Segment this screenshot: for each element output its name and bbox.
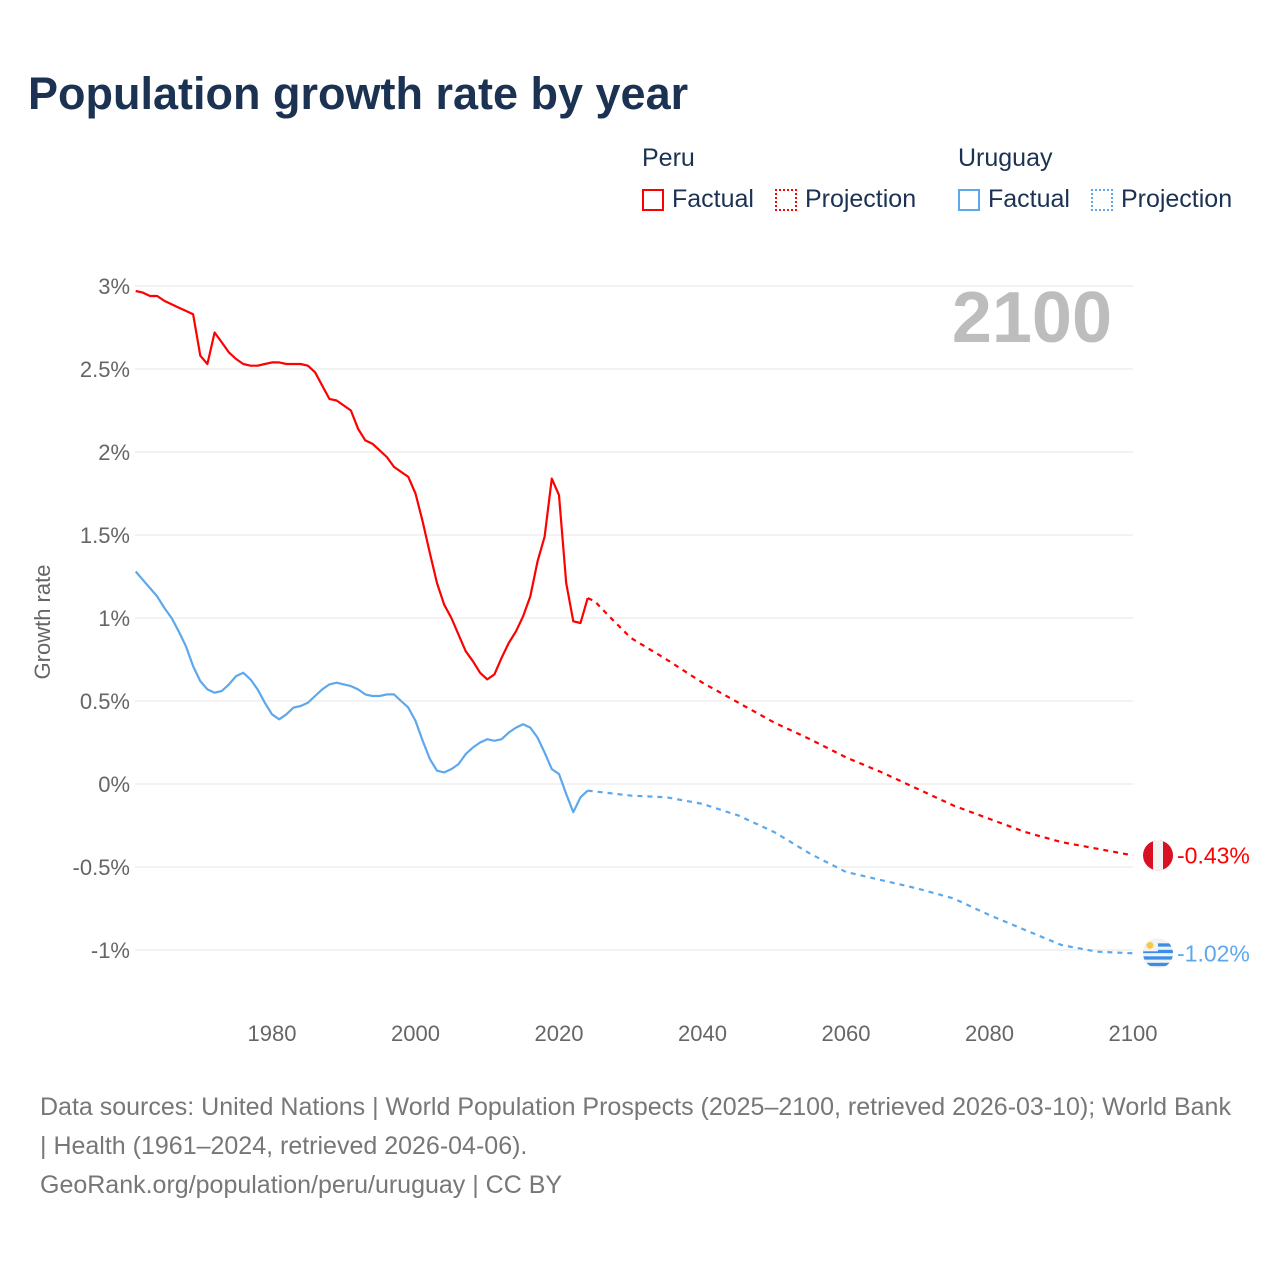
y-tick-label: -0.5%	[73, 855, 130, 880]
chart-title: Population growth rate by year	[28, 68, 689, 119]
end-value-label: -1.02%	[1177, 940, 1250, 966]
data-sources: Data sources: United Nations | World Pop…	[40, 1093, 1231, 1160]
end-value-label: -0.43%	[1177, 842, 1250, 868]
y-tick-label: 3%	[98, 274, 130, 299]
legend-uruguay: Uruguay Factual Projection	[958, 144, 1246, 218]
dotted-swatch-icon	[1090, 188, 1113, 211]
flag-white	[1153, 840, 1163, 871]
flag-stripe	[1143, 956, 1173, 960]
x-tick-label: 2100	[1109, 1021, 1158, 1046]
legend-uruguay-projection[interactable]: Projection	[1090, 185, 1233, 214]
y-tick-label: 1%	[98, 606, 130, 631]
solid-swatch-icon	[642, 188, 664, 211]
x-tick-label: 1980	[248, 1021, 297, 1046]
y-tick-label: 0.5%	[80, 689, 130, 714]
footer: Data sources: United Nations | World Pop…	[40, 1088, 1240, 1205]
legend-title-uruguay: Uruguay	[958, 144, 1053, 172]
y-tick-label: -1%	[91, 938, 130, 963]
x-tick-label: 2060	[822, 1021, 871, 1046]
y-tick-label: 2.5%	[80, 357, 130, 382]
solid-swatch-icon	[958, 188, 980, 211]
flag-body	[1143, 938, 1173, 969]
legend-label: Factual	[672, 185, 754, 213]
x-tick-label: 2020	[535, 1021, 584, 1046]
series-peru-projection-line	[587, 597, 1134, 857]
legend-peru-factual[interactable]: Factual	[642, 185, 754, 214]
legend-peru: Peru Factual Projection	[642, 144, 930, 218]
legend-label: Projection	[804, 185, 917, 213]
series-uruguay-factual-line	[134, 570, 589, 814]
dotted-swatch-icon	[774, 188, 797, 211]
legend-title-peru: Peru	[642, 144, 695, 172]
y-tick-label: 1.5%	[80, 523, 130, 548]
y-tick-label: 0%	[98, 772, 130, 797]
credit-link[interactable]: GeoRank.org/population/peru/uruguay | CC…	[40, 1171, 563, 1199]
flag-stripe	[1143, 949, 1173, 954]
x-tick-label: 2000	[391, 1021, 440, 1046]
y-tick-label: 2%	[98, 440, 130, 465]
flag-body	[1143, 840, 1173, 871]
series-peru-factual-line	[135, 289, 589, 681]
legend-label: Projection	[1120, 185, 1233, 213]
y-axis-label: Growth rate	[30, 565, 55, 680]
flag-uruguay-icon	[1143, 938, 1173, 969]
x-tick-label: 2040	[678, 1021, 727, 1046]
legend-label: Factual	[988, 185, 1070, 213]
flag-stripe	[1143, 962, 1173, 967]
flag-sun	[1146, 941, 1154, 949]
legend-peru-projection[interactable]: Projection	[774, 185, 917, 214]
x-tick-label: 2080	[965, 1021, 1014, 1046]
series-uruguay-projection-line	[587, 789, 1134, 955]
flag-peru-icon	[1143, 840, 1173, 871]
legend-uruguay-factual[interactable]: Factual	[958, 185, 1070, 214]
year-label: 2100	[952, 278, 1112, 358]
